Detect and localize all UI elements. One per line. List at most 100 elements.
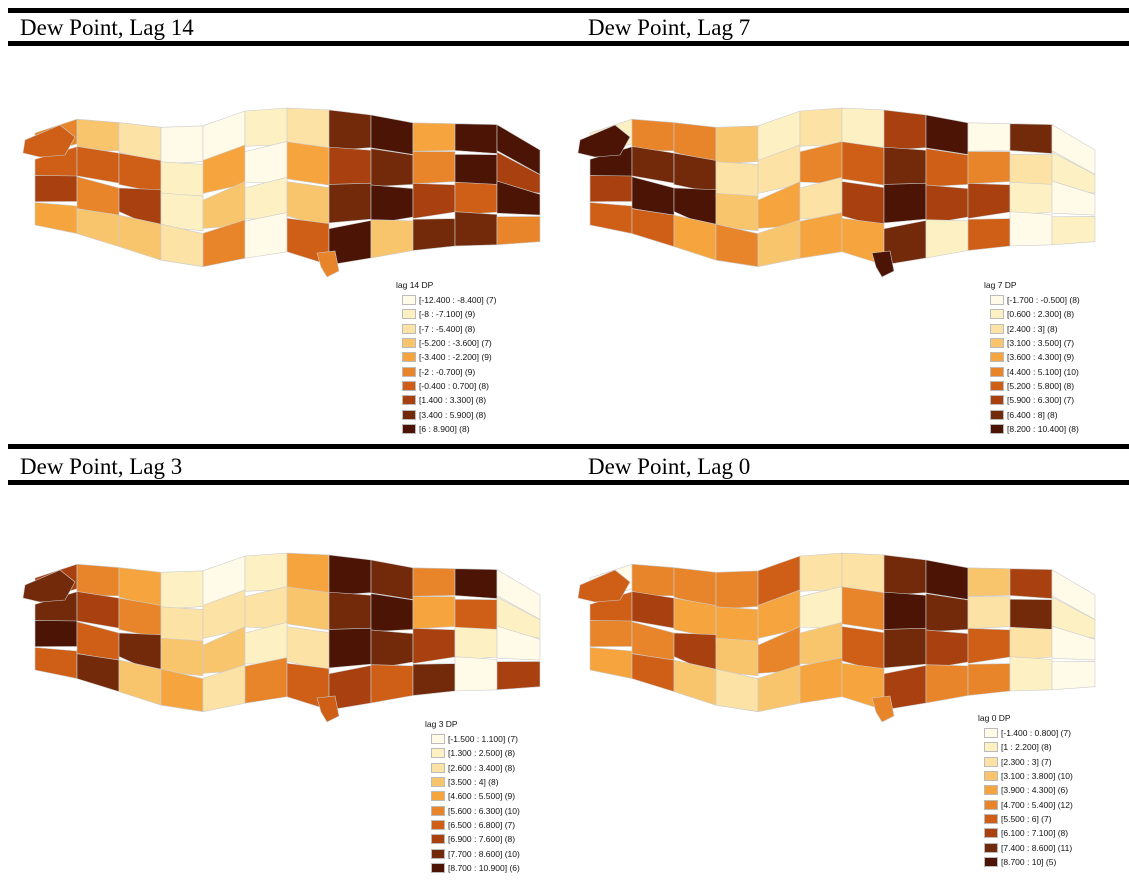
legend-label: [-2 : -0.700] (9) [419, 366, 476, 377]
province-region [412, 596, 456, 630]
province-region [244, 141, 288, 185]
province-region [631, 653, 675, 693]
legend-label: [8.700 : 10] (5) [1001, 856, 1057, 867]
province-region [160, 192, 204, 232]
province-region [871, 250, 895, 278]
province-region [412, 122, 456, 152]
province-region [34, 175, 78, 202]
province-region [454, 599, 498, 631]
legend-swatch [990, 409, 1004, 420]
province-region [286, 552, 330, 594]
legend-item: [3.600 : 4.300] (9) [984, 350, 1080, 364]
legend-swatch [990, 295, 1004, 306]
province-region [967, 218, 1011, 251]
legend-label: [-1.400 : 0.800] (7) [1001, 728, 1071, 739]
legend-item: [4.700 : 5.400] (12) [978, 797, 1073, 811]
legend-item: [1.400 : 3.300] (8) [396, 393, 497, 407]
legend-label: [-8 : -7.100] (9) [419, 309, 476, 320]
province-region [454, 211, 498, 247]
legend-item: [-1.700 : -0.500] (8) [984, 293, 1080, 307]
province-region [76, 653, 120, 693]
province-region [1051, 180, 1096, 216]
legend-swatch [990, 352, 1004, 363]
province-region [1009, 626, 1053, 661]
legend-item: [5.200 : 5.800] (8) [984, 379, 1080, 393]
province-region [370, 593, 414, 633]
legend-swatch [990, 309, 1004, 320]
legend-item: [8.700 : 10] (5) [978, 855, 1073, 869]
legend-label: [4.400 : 5.100] (10) [1007, 366, 1079, 377]
province-region [589, 620, 633, 647]
province-region [118, 597, 162, 639]
legend-item: [4.400 : 5.100] (10) [984, 364, 1080, 378]
panel-title-lag7: Dew Point, Lag 7 [588, 15, 751, 40]
province-region [34, 620, 78, 647]
choropleth-map-lag0 [577, 552, 1096, 723]
province-region [328, 109, 372, 151]
legend-label: [8.700 : 10.900] (6) [448, 862, 520, 873]
province-region [1009, 154, 1053, 186]
legend-swatch [402, 295, 416, 306]
legend-item: [6.900 : 7.600] (8) [425, 832, 520, 846]
legend-label: [6.900 : 7.600] (8) [448, 834, 516, 845]
province-region [160, 570, 204, 610]
legend-item: [-0.400 : 0.700] (8) [396, 379, 497, 393]
province-region [967, 567, 1011, 597]
legend-item: [-5.200 : -3.600] (7) [396, 336, 497, 350]
province-region [1051, 596, 1096, 639]
legend-title: lag 14 DP [396, 280, 434, 290]
legend-item: [6.400 : 8] (8) [984, 407, 1080, 421]
province-region [412, 182, 456, 219]
province-region [328, 591, 372, 633]
legend-swatch [990, 366, 1004, 377]
legend-item: [-2 : -0.700] (9) [396, 364, 497, 378]
province-region [76, 208, 120, 248]
legend-label: [-5.200 : -3.600] (7) [419, 338, 492, 349]
province-region [244, 586, 288, 630]
province-region [454, 568, 498, 599]
province-region [412, 627, 456, 664]
province-region [496, 625, 541, 661]
province-region [244, 621, 288, 665]
province-region [799, 621, 843, 665]
province-region [370, 629, 414, 670]
legend-item: [-1.400 : 0.800] (7) [978, 726, 1073, 740]
province-region [1051, 216, 1096, 246]
legend-label: [5.600 : 6.300] (10) [448, 805, 520, 816]
province-region [631, 563, 675, 597]
province-region [589, 202, 633, 234]
province-region [883, 109, 927, 151]
province-region [883, 182, 927, 224]
legend-label: [-1.700 : -0.500] (8) [1007, 295, 1080, 306]
province-region [799, 212, 843, 259]
province-region [76, 591, 120, 629]
legend-item: [2.600 : 3.400] (8) [425, 761, 520, 775]
legend-item: [6.100 : 7.100] (8) [978, 826, 1073, 840]
province-region [883, 627, 927, 669]
legend-label: [5.500 : 6] (7) [1001, 813, 1052, 824]
legend-lag14: lag 14 DP [-12.400 : -8.400] (7) [-8 : -7… [396, 280, 497, 436]
province-region [631, 118, 675, 152]
province-region [925, 219, 969, 259]
legend-label: [6.500 : 6.800] (7) [448, 819, 516, 830]
province-region [412, 567, 456, 597]
province-region [76, 146, 120, 184]
legend-title: lag 7 DP [984, 280, 1017, 290]
legend-item: [3.400 : 5.900] (8) [396, 407, 497, 421]
legend-label: [0.600 : 2.300] (8) [1007, 309, 1075, 320]
legend-item: [-8 : -7.100] (9) [396, 307, 497, 321]
legend-item: [-3.400 : -2.200] (9) [396, 350, 497, 364]
province-region [496, 151, 541, 194]
legend-item: [-7 : -5.400] (8) [396, 322, 497, 336]
legend-swatch [431, 762, 445, 773]
province-region [1009, 656, 1053, 692]
legend-item: [5.500 : 6] (7) [978, 812, 1073, 826]
choropleth-map-lag14 [22, 107, 541, 278]
province-region [454, 626, 498, 661]
legend-item: [8.700 : 10.900] (6) [425, 861, 520, 875]
legend-swatch [984, 828, 998, 839]
legend-label: [4.600 : 5.500] (9) [448, 791, 516, 802]
legend-swatch [431, 805, 445, 816]
province-region [589, 647, 633, 679]
province-region [328, 182, 372, 224]
